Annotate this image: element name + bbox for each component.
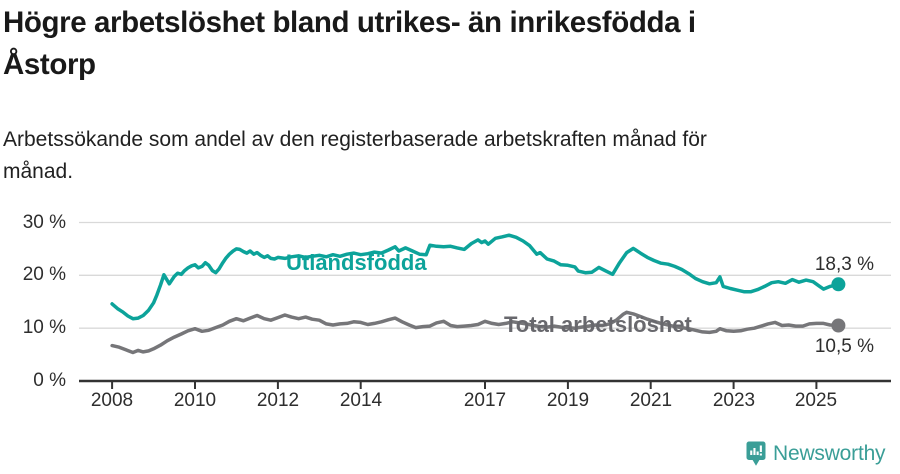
x-tick-label: 2012 bbox=[256, 390, 300, 411]
newsworthy-logo: Newsworthy bbox=[746, 441, 886, 467]
page-title-line-1: Högre arbetslöshet bland utrikes- än inr… bbox=[3, 6, 696, 39]
page-title-line-2: Åstorp bbox=[3, 48, 96, 81]
series-label-utlandsfodda: Utlandsfödda bbox=[286, 250, 427, 275]
y-tick-label: 30 % bbox=[22, 212, 66, 233]
x-tick-label: 2023 bbox=[712, 390, 756, 411]
x-tick-label: 2025 bbox=[794, 390, 838, 411]
series-end-dot-1 bbox=[831, 318, 846, 333]
series-line-0 bbox=[110, 233, 841, 321]
y-tick-label: 20 % bbox=[22, 264, 66, 285]
series-line-1 bbox=[110, 310, 841, 355]
chart-subtitle: Arbetssökande som andel av den registerb… bbox=[3, 124, 833, 188]
newsworthy-chart-bubble-icon bbox=[746, 441, 766, 466]
x-tick-label: 2010 bbox=[173, 390, 217, 411]
series-end-dot-0 bbox=[831, 277, 846, 292]
x-tick-label: 2021 bbox=[629, 390, 673, 411]
x-tick-label: 2014 bbox=[339, 390, 383, 411]
end-value-label-total-arbetsloshet: 10,5 % bbox=[814, 336, 874, 357]
newsworthy-wordmark: Newsworthy bbox=[773, 442, 886, 465]
y-tick-label: 0 % bbox=[33, 370, 66, 391]
x-tick-label: 2008 bbox=[90, 390, 134, 411]
x-tick-label: 2019 bbox=[546, 390, 590, 411]
series-label-total-arbetsloshet: Total arbetslöshet bbox=[504, 312, 692, 337]
page-title: Högre arbetslöshet bland utrikes- än inr… bbox=[3, 2, 863, 86]
x-tick-label: 2017 bbox=[463, 390, 507, 411]
y-tick-label: 10 % bbox=[22, 317, 66, 338]
end-value-label-utlandsfodda: 18,3 % bbox=[814, 254, 874, 275]
chart-subtitle-line-2: månad. bbox=[3, 160, 74, 183]
chart-subtitle-line-1: Arbetssökande som andel av den registerb… bbox=[3, 128, 707, 151]
